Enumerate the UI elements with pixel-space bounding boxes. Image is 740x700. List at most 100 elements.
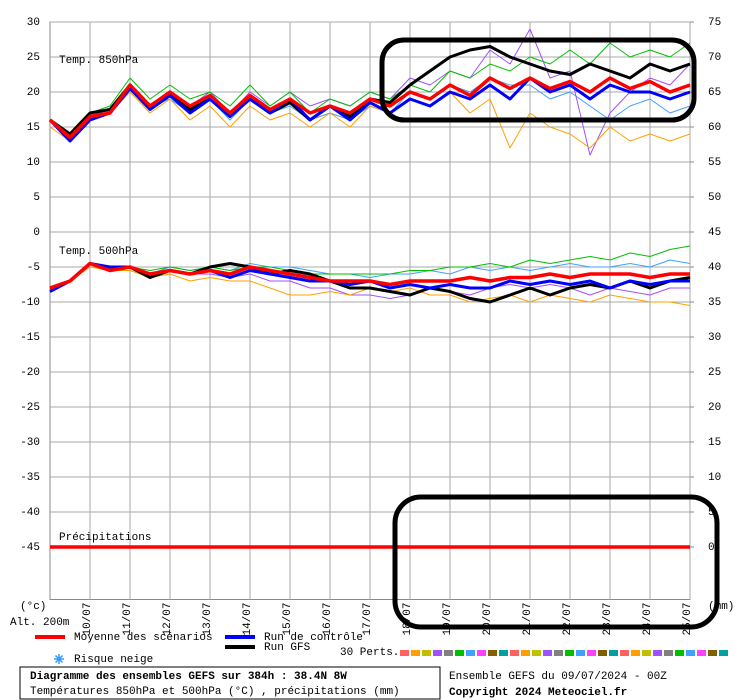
y2-tick-label: 45 — [708, 227, 721, 239]
y-tick-label: -15 — [20, 332, 40, 344]
strip-swatch — [499, 650, 508, 656]
x-tick-label: 16/07 — [322, 603, 334, 636]
y-tick-label: 25 — [27, 52, 40, 64]
legend-label: Moyenne des scénarios — [74, 632, 213, 644]
run-info: Ensemble GEFS du 09/07/2024 - 00Z — [449, 671, 667, 683]
x-tick-label: 19/07 — [442, 603, 454, 636]
strip-swatch — [642, 650, 651, 656]
perts-strip — [400, 650, 728, 656]
y2-tick-label: 35 — [708, 297, 721, 309]
y2-tick-label: 55 — [708, 157, 721, 169]
y2-tick-label: 75 — [708, 17, 721, 29]
y-tick-label: 20 — [27, 87, 40, 99]
x-tick-label: 25/07 — [682, 603, 694, 636]
strip-swatch — [466, 650, 475, 656]
snow-icon — [54, 654, 64, 664]
series-line — [49, 262, 691, 304]
y2-tick-label: 5 — [708, 507, 715, 519]
y2-tick-label: 50 — [708, 192, 721, 204]
strip-swatch — [686, 650, 695, 656]
strip-swatch — [411, 650, 420, 656]
series-line — [49, 42, 691, 135]
strip-swatch — [664, 650, 673, 656]
highlight-box — [379, 37, 697, 123]
y-tick-label: -5 — [27, 262, 40, 274]
chart-subtitle: Températures 850hPa et 500hPa (°C) , pré… — [30, 686, 400, 698]
y-tick-label: -35 — [20, 472, 40, 484]
x-tick-label: 12/07 — [162, 603, 174, 636]
labels: 302520151050-5-10-15-20-25-30-35-40-4575… — [20, 17, 721, 636]
strip-swatch — [587, 650, 596, 656]
legend-label: Run de contrôle — [264, 632, 363, 644]
y-tick-label: 0 — [33, 227, 40, 239]
x-tick-label: 23/07 — [602, 603, 614, 636]
strip-swatch — [532, 650, 541, 656]
strip-swatch — [422, 650, 431, 656]
x-tick-label: 15/07 — [282, 603, 294, 636]
panel-label: Temp. 850hPa — [59, 55, 139, 67]
y2-tick-label: 70 — [708, 52, 721, 64]
strip-swatch — [719, 650, 728, 656]
strip-swatch — [653, 650, 662, 656]
y-tick-label: -30 — [20, 437, 40, 449]
series-line — [49, 245, 691, 289]
perts-label: 30 Perts. — [340, 647, 399, 659]
y-tick-label: -20 — [20, 367, 40, 379]
x-tick-label: 11/07 — [122, 603, 134, 636]
strip-swatch — [444, 650, 453, 656]
series-line — [48, 76, 691, 140]
panel-label: Temp. 500hPa — [59, 246, 139, 258]
y2-tick-label: 20 — [708, 402, 721, 414]
y-tick-label: 15 — [27, 122, 40, 134]
x-tick-label: 14/07 — [242, 603, 254, 636]
y2-tick-label: 10 — [708, 472, 721, 484]
series-line — [48, 76, 691, 143]
strip-swatch — [510, 650, 519, 656]
title-box — [19, 666, 441, 700]
lines — [48, 28, 691, 549]
y-tick-label: -25 — [20, 402, 40, 414]
y-axis-label: (°c) — [20, 601, 46, 613]
y2-tick-label: 15 — [708, 437, 721, 449]
snow-label: Risque neige — [74, 654, 153, 666]
strip-swatch — [433, 650, 442, 656]
strip-swatch — [576, 650, 585, 656]
y2-axis-label: (mm) — [708, 601, 734, 613]
strip-swatch — [477, 650, 486, 656]
y-tick-label: 30 — [27, 17, 40, 29]
y-tick-label: -40 — [20, 507, 40, 519]
strip-swatch — [697, 650, 706, 656]
strip-swatch — [675, 650, 684, 656]
strip-swatch — [400, 650, 409, 656]
strip-swatch — [521, 650, 530, 656]
strip-swatch — [488, 650, 497, 656]
x-tick-label: 22/07 — [562, 603, 574, 636]
highlight-box — [392, 494, 720, 630]
strip-swatch — [543, 650, 552, 656]
y2-tick-label: 25 — [708, 367, 721, 379]
y2-tick-label: 65 — [708, 87, 721, 99]
y2-tick-label: 0 — [708, 542, 715, 554]
strip-swatch — [565, 650, 574, 656]
x-tick-label: 10/07 — [82, 603, 94, 636]
y-tick-label: -10 — [20, 297, 40, 309]
x-tick-label: 20/07 — [482, 603, 494, 636]
strip-swatch — [609, 650, 618, 656]
strip-swatch — [598, 650, 607, 656]
strip-swatch — [708, 650, 717, 656]
x-tick-label: 13/07 — [202, 603, 214, 636]
grid — [50, 21, 691, 600]
strip-swatch — [631, 650, 640, 656]
series-line — [49, 261, 690, 290]
copyright: Copyright 2024 Meteociel.fr — [449, 687, 627, 699]
series-line — [49, 91, 691, 149]
y-tick-label: 5 — [33, 192, 40, 204]
x-tick-label: 21/07 — [522, 603, 534, 636]
strip-swatch — [455, 650, 464, 656]
x-tick-label: 24/07 — [642, 603, 654, 636]
y2-tick-label: 60 — [708, 122, 721, 134]
strip-swatch — [620, 650, 629, 656]
y-tick-label: -45 — [20, 542, 40, 554]
x-tick-label: 17/07 — [362, 603, 374, 636]
